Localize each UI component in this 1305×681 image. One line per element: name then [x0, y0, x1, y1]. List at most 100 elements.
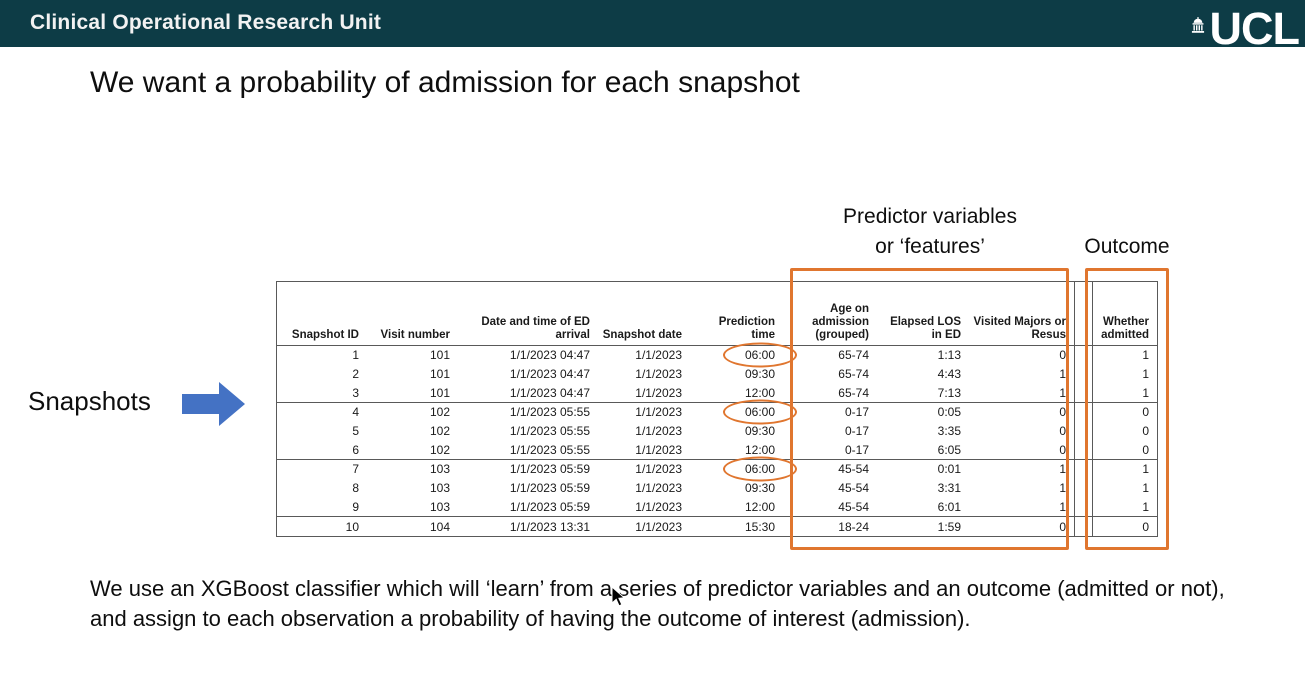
- predictor-variables-label: Predictor variables or ‘features’: [843, 205, 1017, 258]
- cell-visited-majors-resus: 1: [1059, 462, 1066, 477]
- column-header-ed-arrival-datetime: Date and time of ED arrival: [481, 316, 590, 341]
- cell-snapshot-date: 1/1/2023: [635, 367, 682, 382]
- cell-snapshot-date: 1/1/2023: [635, 481, 682, 496]
- cell-ed-arrival-datetime: 1/1/2023 05:59: [509, 499, 590, 514]
- cell-snapshot-date: 1/1/2023: [635, 499, 682, 514]
- table-row: 3 101 1/1/2023 04:47 1/1/2023 12:00 65-74 7:13…: [277, 383, 1157, 404]
- spacer-cell: [1074, 403, 1093, 422]
- spacer-cell: [1074, 346, 1093, 365]
- column-header-snapshot-date: Snapshot date: [602, 329, 682, 341]
- cell-visit-number: 102: [429, 405, 450, 420]
- table-row: 1 101 1/1/2023 04:47 1/1/2023 06:00 65-74 1:13…: [277, 342, 1157, 368]
- table-row: 4 102 1/1/2023 05:55 1/1/2023 06:00 0-17 0:05 0…: [277, 399, 1157, 425]
- mouse-cursor: [611, 586, 626, 607]
- cell-age-on-admission: 45-54: [838, 499, 869, 514]
- cell-whether-admitted: 1: [1142, 367, 1149, 382]
- dome-icon: [1191, 17, 1204, 33]
- cell-prediction-time: 12:00: [744, 385, 775, 400]
- cell-prediction-time: 06:00: [690, 399, 797, 425]
- unit-title: Clinical Operational Research Unit: [30, 11, 382, 34]
- cell-visit-number: 103: [429, 462, 450, 477]
- cell-visit-number: 103: [429, 481, 450, 496]
- cell-age-on-admission: 0-17: [844, 405, 869, 420]
- cell-snapshot-id: 1: [352, 348, 359, 363]
- column-header-age-on-admission: Age on admission (grouped): [812, 303, 869, 341]
- cell-prediction-time: 09:30: [744, 367, 775, 382]
- cell-elapsed-los: 1:13: [937, 348, 961, 363]
- cell-elapsed-los: 3:35: [937, 424, 961, 439]
- table-row: 10 104 1/1/2023 13:31 1/1/2023 15:30 18-24 1:5…: [277, 517, 1157, 536]
- cell-whether-admitted: 0: [1142, 424, 1149, 439]
- cell-visit-number: 102: [429, 424, 450, 439]
- outcome-label: Outcome: [1084, 235, 1170, 258]
- spacer-cell: [1074, 517, 1093, 536]
- spacer-cell: [1074, 383, 1093, 403]
- cell-visited-majors-resus: 1: [1059, 367, 1066, 382]
- table-row: 8 103 1/1/2023 05:59 1/1/2023 09:30 45-54 3:31…: [277, 478, 1157, 498]
- cell-snapshot-id: 2: [352, 367, 359, 382]
- cell-ed-arrival-datetime: 1/1/2023 05:55: [509, 424, 590, 439]
- cell-age-on-admission: 0-17: [844, 442, 869, 457]
- cell-visit-number: 101: [429, 367, 450, 382]
- cell-visited-majors-resus: 1: [1059, 481, 1066, 496]
- cell-visited-majors-resus: 1: [1059, 385, 1066, 400]
- cell-prediction-time: 06:00: [690, 342, 797, 368]
- cell-snapshot-date: 1/1/2023: [635, 462, 682, 477]
- cell-snapshot-id: 4: [352, 405, 359, 420]
- ucl-logo-text: UCL: [1209, 3, 1300, 54]
- cell-prediction-time: 15:30: [744, 519, 775, 534]
- cell-snapshot-id: 10: [345, 519, 359, 534]
- cell-visited-majors-resus: 0: [1059, 519, 1066, 534]
- cell-visited-majors-resus: 0: [1059, 405, 1066, 420]
- cell-elapsed-los: 3:31: [937, 481, 961, 496]
- cell-elapsed-los: 4:43: [937, 367, 961, 382]
- cell-prediction-time: 06:00: [690, 456, 797, 482]
- table-row: 7 103 1/1/2023 05:59 1/1/2023 06:00 45-54 0:01…: [277, 456, 1157, 482]
- spacer-cell: [1074, 421, 1093, 441]
- cell-ed-arrival-datetime: 1/1/2023 05:59: [509, 481, 590, 496]
- cell-whether-admitted: 1: [1142, 499, 1149, 514]
- cell-visit-number: 103: [429, 499, 450, 514]
- right-arrow-icon: [182, 382, 245, 426]
- cell-ed-arrival-datetime: 1/1/2023 04:47: [509, 348, 590, 363]
- table-row: 5 102 1/1/2023 05:55 1/1/2023 09:30 0-17 3:35 0…: [277, 421, 1157, 441]
- cell-visit-number: 101: [429, 385, 450, 400]
- cell-snapshot-id: 9: [352, 499, 359, 514]
- cell-visit-number: 104: [429, 519, 450, 534]
- cell-ed-arrival-datetime: 1/1/2023 04:47: [509, 385, 590, 400]
- cell-snapshot-date: 1/1/2023: [635, 424, 682, 439]
- spacer-column: [1074, 282, 1093, 345]
- column-header-elapsed-los: Elapsed LOS in ED: [890, 316, 961, 341]
- cell-age-on-admission: 45-54: [838, 481, 869, 496]
- cell-elapsed-los: 7:13: [937, 385, 961, 400]
- cell-snapshot-date: 1/1/2023: [635, 348, 682, 363]
- column-header-visited-majors-resus: Visited Majors or Resus: [973, 316, 1066, 341]
- cell-whether-admitted: 0: [1142, 519, 1149, 534]
- column-header-snapshot-id: Snapshot ID: [291, 329, 359, 341]
- ucl-logo: UCL: [1190, 0, 1300, 54]
- table-header-row: Snapshot ID Visit number Date and time of …: [277, 282, 1157, 346]
- cell-whether-admitted: 0: [1142, 405, 1149, 420]
- cell-prediction-time: 12:00: [744, 442, 775, 457]
- cell-snapshot-date: 1/1/2023: [635, 519, 682, 534]
- spacer-cell: [1074, 460, 1093, 479]
- cell-whether-admitted: 0: [1142, 442, 1149, 457]
- cell-snapshot-date: 1/1/2023: [635, 405, 682, 420]
- cell-age-on-admission: 0-17: [844, 424, 869, 439]
- cell-visited-majors-resus: 0: [1059, 442, 1066, 457]
- cell-elapsed-los: 6:05: [937, 442, 961, 457]
- cell-ed-arrival-datetime: 1/1/2023 05:55: [509, 442, 590, 457]
- spacer-cell: [1074, 364, 1093, 384]
- cell-visit-number: 101: [429, 348, 450, 363]
- cell-whether-admitted: 1: [1142, 385, 1149, 400]
- spacer-cell: [1074, 478, 1093, 498]
- cell-visited-majors-resus: 1: [1059, 499, 1066, 514]
- cell-snapshot-date: 1/1/2023: [635, 442, 682, 457]
- slide-title: We want a probability of admission for e…: [90, 66, 800, 99]
- cell-snapshot-id: 6: [352, 442, 359, 457]
- cell-whether-admitted: 1: [1142, 462, 1149, 477]
- cell-elapsed-los: 6:01: [937, 499, 961, 514]
- cell-ed-arrival-datetime: 1/1/2023 13:31: [509, 519, 590, 534]
- snapshots-table: Snapshot ID Visit number Date and time of …: [276, 281, 1158, 537]
